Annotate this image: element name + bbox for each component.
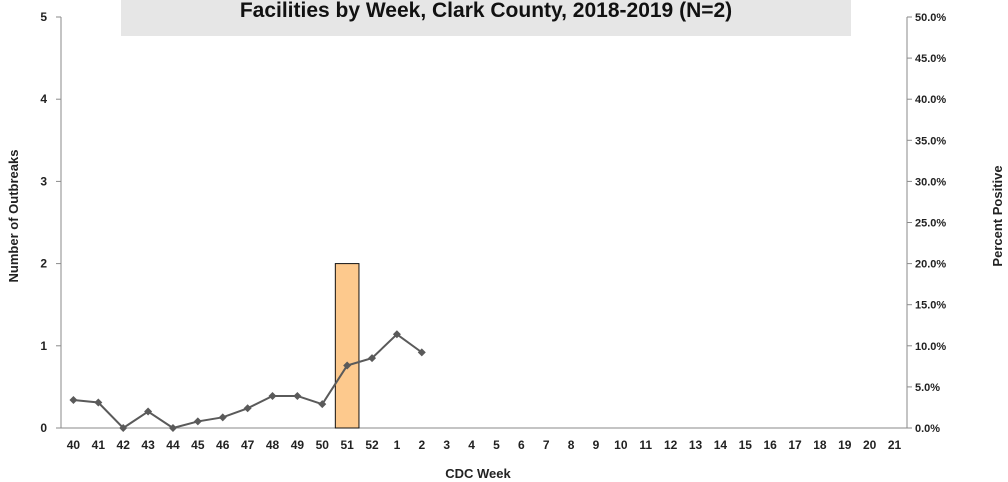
y-tick-label: 0 bbox=[40, 421, 47, 435]
x-tick-label: 20 bbox=[863, 438, 877, 452]
y2-tick-label: 20.0% bbox=[915, 259, 946, 271]
x-tick-label: 45 bbox=[191, 438, 205, 452]
x-tick-label: 17 bbox=[788, 438, 802, 452]
x-tick-label: 48 bbox=[266, 438, 280, 452]
y2-tick-label: 25.0% bbox=[915, 218, 946, 230]
line-point-week-46 bbox=[218, 413, 227, 422]
y-tick-label: 4 bbox=[40, 92, 47, 106]
x-tick-label: 10 bbox=[614, 438, 628, 452]
line-point-week-50 bbox=[318, 400, 327, 409]
x-tick-label: 1 bbox=[394, 438, 401, 452]
y2-axis-label: Percent Positive bbox=[990, 165, 1005, 266]
x-tick-label: 14 bbox=[714, 438, 728, 452]
x-tick-label: 6 bbox=[518, 438, 525, 452]
line-point-week-43 bbox=[144, 407, 153, 416]
tick-labels: 0123450.0%5.0%10.0%15.0%20.0%25.0%30.0%3… bbox=[40, 10, 946, 452]
y-tick-label: 2 bbox=[40, 257, 47, 271]
bar-week-51 bbox=[334, 263, 360, 429]
x-tick-label: 42 bbox=[117, 438, 131, 452]
line-point-week-45 bbox=[193, 417, 202, 426]
y-tick-label: 1 bbox=[40, 339, 47, 353]
x-tick-label: 41 bbox=[92, 438, 106, 452]
x-tick-label: 12 bbox=[664, 438, 678, 452]
y-tick-label: 3 bbox=[40, 174, 47, 188]
line-point-week-40 bbox=[69, 396, 78, 405]
x-tick-label: 16 bbox=[763, 438, 777, 452]
chart-title: Facilities by Week, Clark County, 2018-2… bbox=[239, 0, 733, 22]
line-point-week-1 bbox=[392, 330, 401, 339]
x-tick-label: 51 bbox=[340, 438, 354, 452]
y2-tick-label: 15.0% bbox=[915, 300, 946, 312]
y2-tick-label: 50.0% bbox=[915, 12, 946, 24]
y-tick-label: 5 bbox=[40, 10, 47, 24]
x-tick-label: 18 bbox=[813, 438, 827, 452]
line-point-week-42 bbox=[119, 424, 128, 432]
y-axis-label: Number of Outbreaks bbox=[6, 150, 21, 283]
y2-tick-label: 35.0% bbox=[915, 135, 946, 147]
x-tick-label: 9 bbox=[593, 438, 600, 452]
x-tick-label: 47 bbox=[241, 438, 255, 452]
line-point-week-52 bbox=[368, 354, 377, 363]
x-tick-label: 19 bbox=[838, 438, 852, 452]
x-tick-label: 4 bbox=[468, 438, 475, 452]
x-tick-label: 40 bbox=[67, 438, 81, 452]
x-tick-label: 15 bbox=[739, 438, 753, 452]
x-tick-label: 21 bbox=[888, 438, 902, 452]
line-point-week-41 bbox=[94, 398, 103, 407]
x-tick-label: 43 bbox=[141, 438, 155, 452]
x-tick-label: 8 bbox=[568, 438, 575, 452]
x-axis-label: CDC Week bbox=[445, 466, 511, 481]
y2-tick-label: 10.0% bbox=[915, 341, 946, 353]
x-tick-label: 49 bbox=[291, 438, 305, 452]
y2-tick-label: 5.0% bbox=[915, 382, 940, 394]
line-point-week-2 bbox=[417, 348, 426, 357]
line-series bbox=[69, 330, 426, 432]
x-tick-label: 52 bbox=[365, 438, 379, 452]
x-tick-label: 3 bbox=[443, 438, 450, 452]
x-tick-label: 5 bbox=[493, 438, 500, 452]
x-tick-label: 7 bbox=[543, 438, 550, 452]
x-tick-label: 50 bbox=[316, 438, 330, 452]
y2-tick-label: 30.0% bbox=[915, 176, 946, 188]
x-tick-label: 13 bbox=[689, 438, 703, 452]
x-tick-label: 11 bbox=[639, 438, 652, 452]
x-tick-label: 44 bbox=[166, 438, 180, 452]
y2-tick-label: 0.0% bbox=[915, 423, 940, 435]
y2-tick-label: 40.0% bbox=[915, 94, 946, 106]
line-point-week-47 bbox=[243, 404, 252, 413]
chart-title-box: Facilities by Week, Clark County, 2018-2… bbox=[121, 0, 851, 36]
axes bbox=[56, 16, 912, 429]
line-point-week-49 bbox=[293, 391, 302, 400]
line-point-week-44 bbox=[168, 424, 177, 432]
x-tick-label: 2 bbox=[418, 438, 425, 452]
percent-positive-line bbox=[73, 332, 423, 430]
y2-tick-label: 45.0% bbox=[915, 53, 946, 65]
x-tick-label: 46 bbox=[216, 438, 230, 452]
line-point-week-51 bbox=[343, 361, 352, 370]
bar-series bbox=[334, 263, 360, 429]
line-point-week-48 bbox=[268, 391, 277, 400]
